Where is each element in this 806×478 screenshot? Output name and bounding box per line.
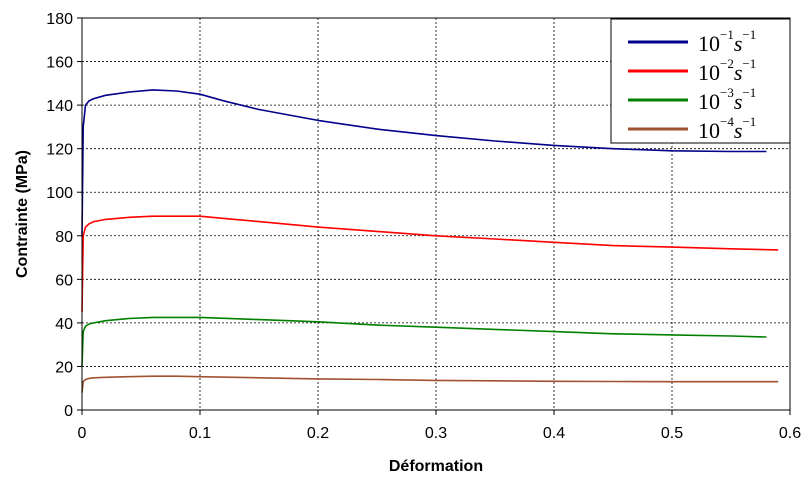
series-line-3	[81, 316, 767, 367]
y-tick-label: 80	[55, 229, 73, 246]
y-tick-label: 120	[46, 142, 73, 159]
y-tick-label: 40	[55, 316, 73, 333]
x-tick-label: 0.2	[307, 425, 329, 442]
y-tick-label: 160	[46, 55, 73, 72]
y-tick-labels: 0 20 40 60 80 100 120 140 160 180	[46, 11, 82, 420]
legend-unit: s	[734, 31, 743, 56]
legend-unit: s	[734, 89, 743, 114]
legend-entry-2: 10−2s−1	[698, 56, 756, 85]
y-tick-label: 0	[64, 403, 73, 420]
legend-base: 10	[698, 31, 720, 56]
legend-exp: −2	[720, 56, 734, 71]
x-tick-labels: 0 0.1 0.2 0.3 0.4 0.5 0.6	[78, 410, 801, 442]
legend-exp: −1	[720, 27, 734, 42]
legend-exp: −3	[720, 85, 734, 100]
x-tick-label: 0.3	[425, 425, 447, 442]
series-line-2	[81, 215, 779, 313]
legend-box	[610, 18, 791, 144]
x-tick-label: 0.5	[661, 425, 683, 442]
legend-unit: s	[734, 60, 743, 85]
legend-exp: −4	[720, 114, 734, 129]
legend-unit_exp: −1	[742, 85, 756, 100]
x-tick-label: 0.1	[189, 425, 211, 442]
y-tick-label: 100	[46, 185, 73, 202]
legend-unit_exp: −1	[742, 56, 756, 71]
legend-entry-3: 10−3s−1	[698, 85, 756, 114]
x-tick-label: 0.6	[779, 425, 801, 442]
legend: 10−1s−110−2s−110−3s−110−4s−1	[610, 18, 791, 144]
legend-unit_exp: −1	[742, 27, 756, 42]
legend-entry-4: 10−4s−1	[698, 114, 756, 143]
y-tick-label: 140	[46, 98, 73, 115]
legend-base: 10	[698, 89, 720, 114]
y-tick-label: 180	[46, 11, 73, 28]
x-tick-label: 0	[78, 425, 87, 442]
legend-entry-1: 10−1s−1	[698, 27, 756, 56]
y-axis-label: Contrainte (MPa)	[14, 150, 31, 278]
legend-base: 10	[698, 60, 720, 85]
series-layer	[81, 89, 779, 393]
x-axis-label: Déformation	[389, 458, 483, 475]
series-line-4	[81, 375, 779, 393]
series-line-1	[81, 89, 767, 236]
y-tick-label: 60	[55, 272, 73, 289]
legend-unit: s	[734, 118, 743, 143]
y-tick-label: 20	[55, 359, 73, 376]
x-tick-label: 0.4	[543, 425, 565, 442]
legend-unit_exp: −1	[742, 114, 756, 129]
legend-base: 10	[698, 118, 720, 143]
